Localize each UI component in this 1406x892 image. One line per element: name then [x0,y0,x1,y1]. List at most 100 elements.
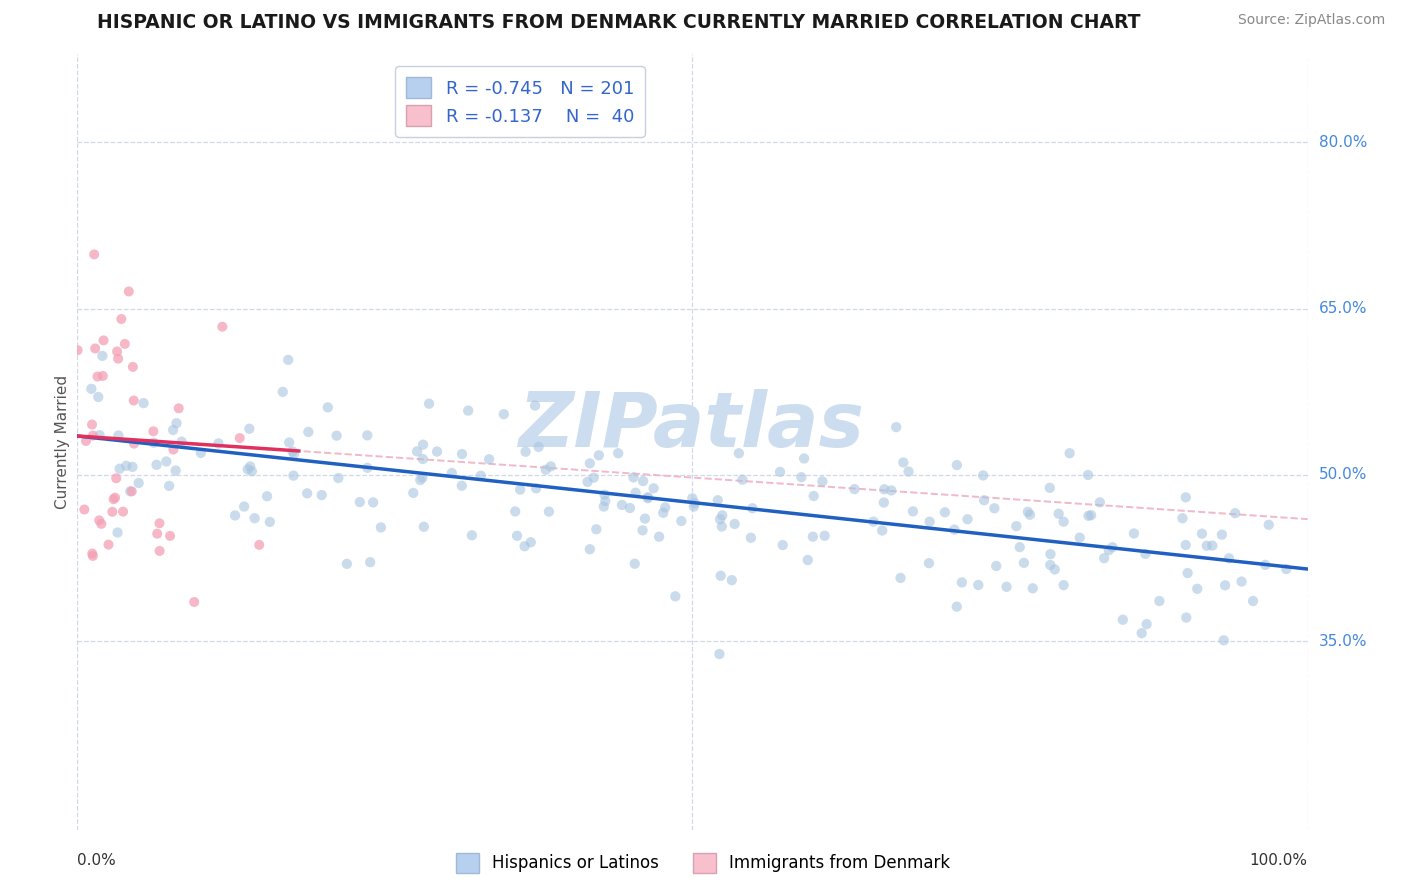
Point [1077,508,1099,523]
Point [89,513,111,527]
Point [973,493,995,508]
Point [256,489,278,503]
Point [1092,551,1115,566]
Point [720,573,742,587]
Point [492,407,515,421]
Point [1022,582,1045,596]
Point [897,465,920,479]
Point [66,343,89,358]
Point [239,459,262,474]
Point [637,491,659,506]
Point [104,491,127,505]
Point [107,525,129,540]
Point [918,515,941,529]
Point [709,647,731,661]
Point [107,351,129,366]
Point [1012,556,1035,570]
Text: 50.0%: 50.0% [1319,467,1367,483]
Point [588,448,610,462]
Point [114,337,136,351]
Point [664,590,686,604]
Point [889,571,911,585]
Point [1088,495,1111,509]
Point [457,403,479,417]
Point [1130,626,1153,640]
Point [238,422,260,436]
Point [643,481,665,495]
Point [97,538,120,552]
Point [711,508,734,523]
Point [731,473,754,487]
Point [576,475,599,489]
Point [1043,562,1066,576]
Point [873,483,896,497]
Point [412,452,434,467]
Point [356,428,378,442]
Point [1136,617,1159,632]
Point [406,444,429,458]
Point [162,423,184,437]
Point [724,516,747,531]
Point [891,455,914,469]
Point [83,247,105,261]
Point [740,531,762,545]
Point [233,500,256,514]
Point [236,462,259,476]
Point [240,464,263,478]
Point [619,501,641,516]
Point [1212,633,1234,648]
Point [1275,562,1298,576]
Point [540,459,562,474]
Point [873,495,896,509]
Point [450,479,472,493]
Point [1039,558,1062,572]
Point [142,425,165,439]
Point [461,528,484,542]
Point [870,524,893,538]
Legend: R = -0.745   N = 201, R = -0.137    N =  40: R = -0.745 N = 201, R = -0.137 N = 40 [395,66,645,137]
Point [683,496,706,510]
Point [945,599,967,614]
Point [278,435,301,450]
Point [349,495,371,509]
Point [1112,613,1135,627]
Point [281,444,304,458]
Point [122,436,145,450]
Point [1174,491,1197,505]
Point [652,506,675,520]
Point [426,444,449,458]
Point [1218,551,1240,566]
Point [593,488,616,502]
Point [728,446,751,460]
Point [325,428,347,442]
Text: 80.0%: 80.0% [1319,135,1367,150]
Point [1135,547,1157,561]
Point [1177,566,1199,580]
Point [537,505,560,519]
Point [793,451,815,466]
Point [224,508,246,523]
Point [478,452,501,467]
Point [145,458,167,472]
Point [790,470,813,484]
Point [409,473,432,487]
Point [89,428,111,442]
Point [681,491,703,506]
Point [121,459,143,474]
Point [844,482,866,496]
Point [108,461,131,475]
Point [162,442,184,457]
Point [1187,582,1209,596]
Point [637,490,659,504]
Point [623,557,645,571]
Point [132,396,155,410]
Point [1123,526,1146,541]
Point [121,359,143,374]
Point [710,568,733,582]
Point [813,529,835,543]
Point [671,514,693,528]
Point [243,511,266,525]
Point [1149,594,1171,608]
Point [91,368,114,383]
Point [513,539,536,553]
